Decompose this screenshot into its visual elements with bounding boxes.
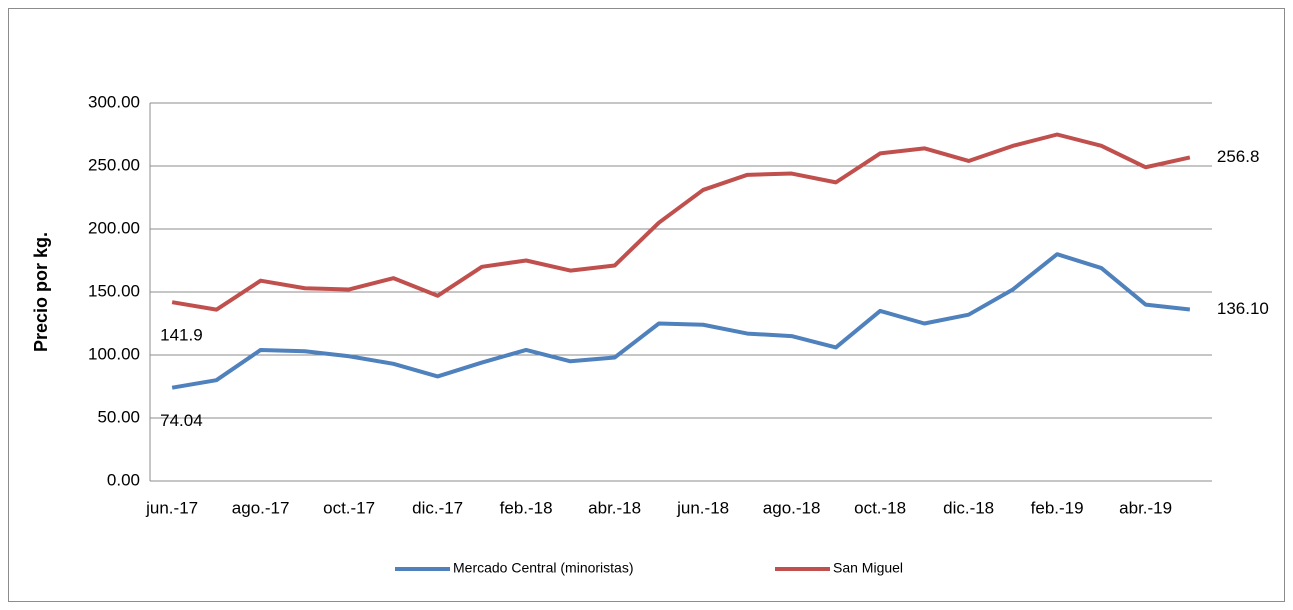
y-tick-label: 250.00 (88, 155, 140, 174)
x-tick-label: feb.-19 (1031, 498, 1084, 517)
legend-label: Mercado Central (minoristas) (453, 560, 634, 576)
line-series (171, 132, 1191, 312)
data-label: 141.9 (160, 326, 203, 345)
y-tick-label: 100.00 (88, 344, 140, 363)
y-tick-label: 150.00 (88, 281, 140, 300)
x-tick-label: jun.-17 (145, 498, 198, 517)
line-series (171, 252, 1191, 390)
y-axis-label: Precio por kg. (31, 232, 51, 352)
data-label: 136.10 (1217, 299, 1269, 318)
data-label: 256.8 (1217, 147, 1260, 166)
x-tick-label: dic.-17 (412, 498, 463, 517)
x-tick-label: dic.-18 (943, 498, 994, 517)
x-tick-label: abr.-18 (588, 498, 641, 517)
x-tick-label: feb.-18 (500, 498, 553, 517)
x-tick-label: abr.-19 (1119, 498, 1172, 517)
y-tick-label: 200.00 (88, 218, 140, 237)
y-tick-label: 0.00 (107, 470, 140, 489)
y-tick-label: 50.00 (97, 407, 140, 426)
x-tick-label: ago.-17 (232, 498, 290, 517)
x-tick-label: oct.-18 (854, 498, 906, 517)
x-tick-label: ago.-18 (763, 498, 821, 517)
x-tick-label: jun.-18 (676, 498, 729, 517)
legend-label: San Miguel (833, 560, 903, 576)
x-tick-label: oct.-17 (323, 498, 375, 517)
y-tick-label: 300.00 (88, 92, 140, 111)
data-label: 74.04 (160, 411, 203, 430)
